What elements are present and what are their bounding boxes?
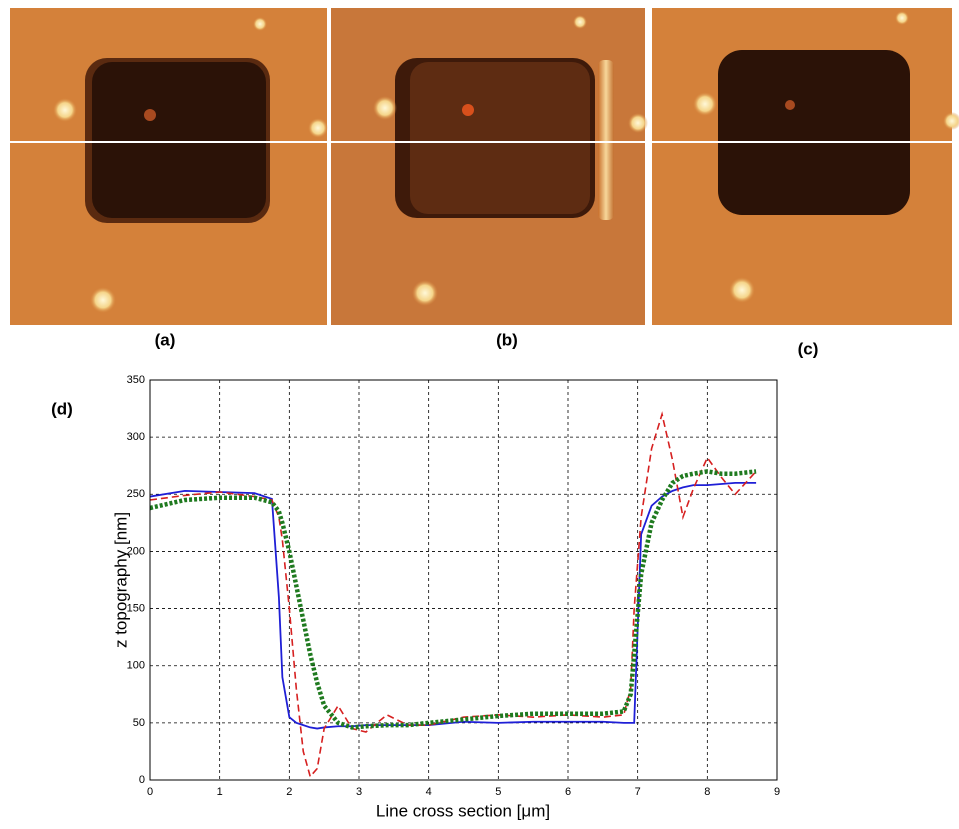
y-tick-label: 350	[127, 374, 145, 386]
y-tick-label: 100	[127, 660, 145, 672]
x-tick-label: 4	[426, 786, 432, 798]
panel-label: (b)	[496, 330, 518, 349]
x-tick-label: 9	[774, 786, 780, 798]
plot-area	[150, 380, 777, 780]
y-tick-label: 150	[127, 602, 145, 614]
image-c	[652, 8, 959, 325]
panel-label: (a)	[155, 330, 176, 349]
data-line	[149, 481, 757, 730]
x-tick-label: 6	[565, 786, 571, 798]
y-tick-label: 200	[127, 545, 145, 557]
x-tick-label: 1	[217, 786, 223, 798]
panel-label: (d)	[51, 399, 73, 418]
data-line	[149, 469, 757, 730]
x-tick-label: 8	[704, 786, 710, 798]
x-tick-label: 3	[356, 786, 362, 798]
y-axis-label: z topography [nm]	[111, 512, 130, 648]
y-tick-label: 0	[139, 774, 145, 786]
x-tick-label: 7	[635, 786, 641, 798]
image-a	[10, 8, 328, 325]
x-tick-label: 2	[286, 786, 292, 798]
x-tick-label: 0	[147, 786, 153, 798]
image-b	[331, 8, 648, 325]
plot-frame	[149, 379, 778, 781]
y-tick-label: 300	[127, 431, 145, 443]
x-axis-label: Line cross section [μm]	[376, 801, 550, 820]
panel-label: (c)	[798, 339, 819, 358]
x-tick-label: 5	[495, 786, 501, 798]
y-tick-label: 250	[127, 488, 145, 500]
y-tick-label: 50	[133, 717, 145, 729]
